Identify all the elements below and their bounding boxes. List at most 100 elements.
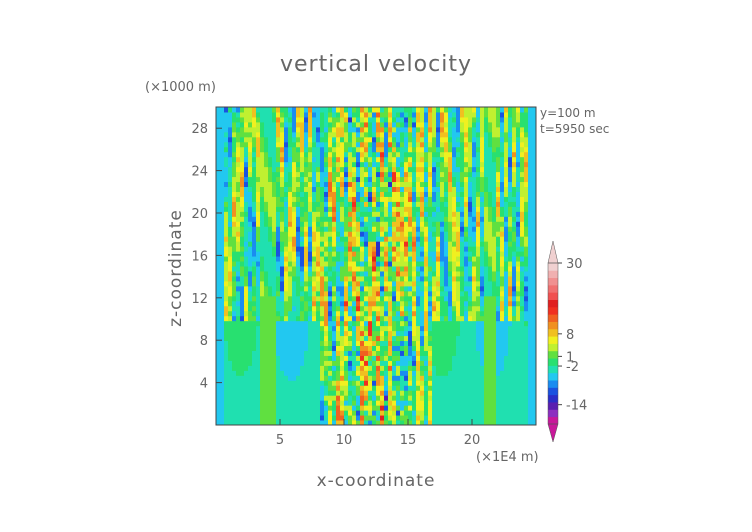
field-cell <box>332 166 337 173</box>
field-cell <box>512 305 517 312</box>
field-cell <box>372 171 377 178</box>
field-cell <box>404 390 409 396</box>
field-cell <box>316 415 321 421</box>
field-cell <box>340 300 345 307</box>
field-cell <box>340 141 345 148</box>
field-cell <box>228 221 233 227</box>
field-cell <box>240 340 245 346</box>
field-cell <box>300 300 305 307</box>
field-cell <box>364 221 369 227</box>
field-cell <box>472 415 477 421</box>
field-cell <box>228 121 233 128</box>
field-cell <box>480 176 485 183</box>
field-cell <box>404 266 409 272</box>
field-cell <box>372 216 377 222</box>
field-cell <box>516 146 521 153</box>
field-cell <box>512 280 517 287</box>
field-cell <box>308 385 313 391</box>
field-cell <box>432 345 437 351</box>
field-cell <box>424 171 429 178</box>
field-cell <box>228 171 233 178</box>
field-cell <box>476 305 481 312</box>
field-cell <box>452 410 457 416</box>
field-cell <box>412 285 417 292</box>
field-cell <box>288 290 293 297</box>
field-cell <box>224 320 229 327</box>
field-cell <box>292 270 297 277</box>
field-cell <box>360 116 365 123</box>
field-cell <box>452 126 457 133</box>
field-cell <box>464 221 469 227</box>
field-cell <box>460 221 465 227</box>
field-cell <box>268 410 273 416</box>
field-cell <box>520 181 525 187</box>
field-cell <box>244 335 249 342</box>
field-cell <box>520 141 525 148</box>
field-cell <box>344 246 349 252</box>
field-cell <box>232 216 237 222</box>
field-cell <box>276 330 281 337</box>
field-cell <box>496 201 501 207</box>
field-cell <box>248 206 253 212</box>
field-cell <box>296 270 301 277</box>
field-cell <box>440 415 445 421</box>
field-cell <box>316 310 321 317</box>
field-cell <box>276 300 281 307</box>
field-cell <box>260 315 265 322</box>
field-cell <box>428 275 433 282</box>
field-cell <box>520 246 525 252</box>
field-cell <box>284 246 289 252</box>
field-cell <box>328 295 333 302</box>
field-cell <box>508 161 513 168</box>
field-cell <box>368 151 373 158</box>
field-cell <box>496 266 501 272</box>
field-cell <box>424 116 429 123</box>
field-cell <box>456 181 461 187</box>
field-cell <box>348 251 353 257</box>
field-cell <box>436 251 441 257</box>
field-cell <box>436 236 441 242</box>
field-cell <box>332 385 337 391</box>
field-cell <box>468 216 473 222</box>
field-cell <box>328 375 333 381</box>
field-cell <box>300 256 305 262</box>
field-cell <box>492 166 497 173</box>
field-cell <box>260 305 265 312</box>
field-cell <box>468 380 473 386</box>
field-cell <box>380 285 385 292</box>
field-cell <box>444 221 449 227</box>
field-cell <box>360 261 365 267</box>
field-cell <box>220 266 225 272</box>
field-cell <box>292 261 297 267</box>
field-cell <box>348 405 353 411</box>
field-cell <box>384 136 389 143</box>
field-cell <box>228 280 233 287</box>
field-cell <box>516 340 521 346</box>
field-cell <box>236 270 241 277</box>
field-cell <box>472 256 477 262</box>
field-cell <box>468 285 473 292</box>
field-cell <box>320 151 325 158</box>
field-cell <box>356 390 361 396</box>
field-cell <box>296 315 301 322</box>
field-cell <box>280 121 285 128</box>
field-cell <box>532 121 537 128</box>
field-cell <box>268 236 273 242</box>
field-cell <box>380 201 385 207</box>
field-cell <box>468 340 473 346</box>
field-cell <box>268 380 273 386</box>
field-cell <box>268 270 273 277</box>
field-cell <box>368 350 373 356</box>
field-cell <box>432 256 437 262</box>
field-cell <box>284 251 289 257</box>
field-cell <box>412 226 417 232</box>
field-cell <box>220 315 225 322</box>
field-cell <box>260 330 265 337</box>
field-cell <box>328 126 333 133</box>
field-cell <box>496 405 501 411</box>
field-cell <box>380 196 385 202</box>
field-cell <box>528 126 533 133</box>
field-cell <box>508 186 513 192</box>
field-cell <box>224 360 229 366</box>
field-cell <box>408 121 413 128</box>
